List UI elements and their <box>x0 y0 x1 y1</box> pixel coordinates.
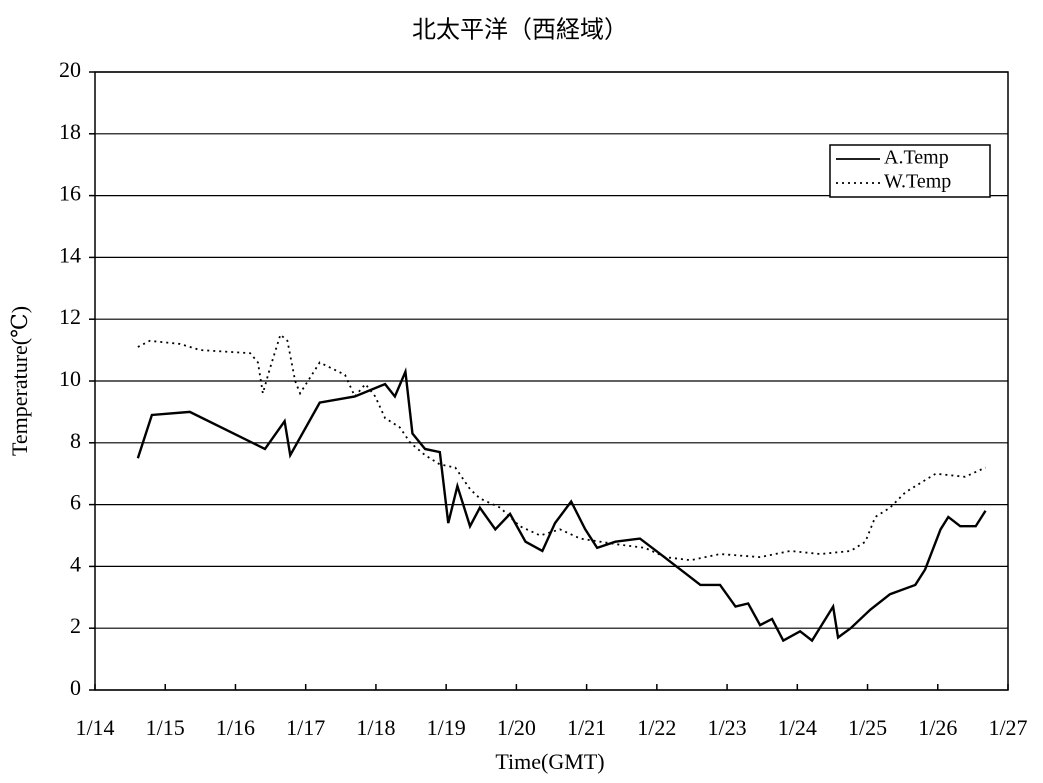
y-tick-label: 20 <box>59 57 81 82</box>
x-tick-label: 1/22 <box>637 715 676 740</box>
y-tick-label: 10 <box>59 366 81 391</box>
chart-title: 北太平洋（西経域） <box>412 17 628 44</box>
y-tick-label: 14 <box>59 242 81 267</box>
y-tick-label: 6 <box>70 490 81 515</box>
x-tick-label: 1/16 <box>216 715 255 740</box>
y-axis-label: Temperature(℃) <box>7 306 32 456</box>
x-tick-label: 1/14 <box>75 715 114 740</box>
y-tick-label: 2 <box>70 613 81 638</box>
x-tick-label: 1/17 <box>286 715 325 740</box>
x-tick-label: 1/21 <box>567 715 606 740</box>
x-tick-label: 1/27 <box>988 715 1027 740</box>
y-tick-label: 8 <box>70 428 81 453</box>
x-tick-label: 1/24 <box>778 715 817 740</box>
x-tick-label: 1/26 <box>918 715 957 740</box>
y-tick-label: 0 <box>70 675 81 700</box>
y-tick-label: 12 <box>59 304 81 329</box>
legend-box <box>829 144 991 198</box>
x-tick-label: 1/18 <box>356 715 395 740</box>
x-tick-label: 1/15 <box>146 715 185 740</box>
series-line <box>136 367 987 643</box>
legend-label: W.Temp <box>884 171 951 193</box>
y-tick-label: 18 <box>59 119 81 144</box>
x-tick-label: 1/19 <box>427 715 466 740</box>
x-axis-label: Time(GMT) <box>495 749 604 774</box>
x-tick-label: 1/25 <box>848 715 887 740</box>
legend-label: A.Temp <box>884 147 949 169</box>
x-tick-label: 1/23 <box>708 715 747 740</box>
series-line <box>137 333 986 562</box>
x-tick-label: 1/20 <box>497 715 536 740</box>
y-tick-label: 4 <box>70 551 81 576</box>
y-tick-label: 16 <box>59 181 81 206</box>
